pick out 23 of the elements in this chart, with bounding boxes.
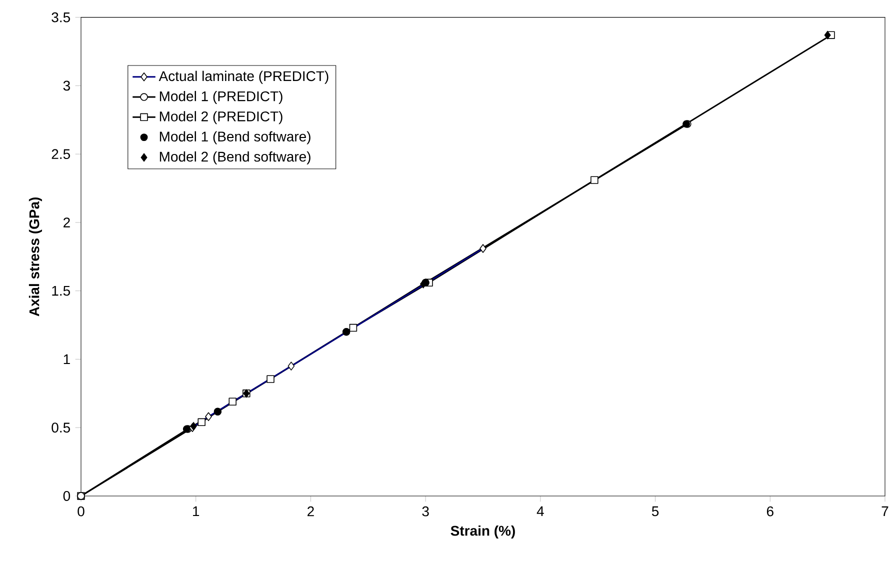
x-tick-label: 2 xyxy=(308,506,314,516)
x-tick-label: 5 xyxy=(652,506,659,516)
x-axis-title: Strain (%) xyxy=(450,525,515,539)
x-tick-label: 1 xyxy=(193,506,200,516)
legend-label: Model 1 (PREDICT) xyxy=(160,90,282,104)
y-tick-label: 0 xyxy=(63,491,70,501)
y-axis-title: Axial stress (GPa) xyxy=(28,197,42,316)
x-tick-label: 0 xyxy=(78,506,84,516)
legend-label: Model 2 (Bend software) xyxy=(160,151,310,164)
y-tick-label: 2.5 xyxy=(52,149,70,160)
x-tick-label: 6 xyxy=(766,506,774,516)
x-tick-label: 7 xyxy=(882,506,888,516)
y-tick-label: 1 xyxy=(64,354,70,364)
legend-label: Actual laminate (PREDICT) xyxy=(158,70,328,84)
x-tick-label: 3 xyxy=(422,506,429,516)
legend-label: Model 1 (Bend software) xyxy=(160,131,310,144)
y-tick-label: 2 xyxy=(64,218,70,228)
y-tick-label: 3 xyxy=(63,80,70,91)
y-tick-label: 3.5 xyxy=(52,12,70,22)
y-tick-label: 1.5 xyxy=(52,286,70,296)
y-tick-label: 0.5 xyxy=(52,422,70,433)
legend-label: Model 2 (PREDICT) xyxy=(160,111,282,124)
x-tick-label: 4 xyxy=(536,506,544,516)
